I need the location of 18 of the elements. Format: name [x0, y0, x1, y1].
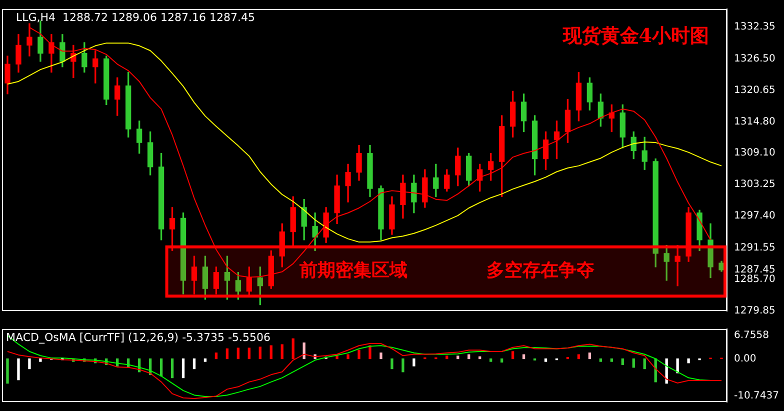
y-tick-label: 1287.45 — [734, 264, 776, 276]
y-tick-label: 1297.40 — [734, 210, 776, 222]
y-tick-label: 1285.70 — [734, 274, 776, 285]
annotation: 前期密集区域 — [298, 260, 408, 282]
y-tick-label: -10.7437 — [734, 390, 779, 402]
y-tick-label: 1279.85 — [734, 306, 776, 317]
chart-subtitle: LLG,H4 1288.72 1289.06 1287.16 1287.45 — [16, 10, 255, 24]
y-tick-label: 1314.80 — [734, 116, 776, 128]
y-tick-label: 1332.35 — [734, 22, 776, 33]
text: 现货黄金4小时图 — [562, 24, 709, 47]
y-tick-label: 1320.65 — [734, 84, 776, 96]
y-tick-label: 1309.10 — [734, 147, 776, 158]
y-tick-label: 6.7558 — [734, 330, 769, 341]
y-tick-label: 1291.55 — [734, 242, 776, 254]
annotation: 多空存在争夺 — [486, 260, 596, 282]
y-tick-label: 1326.50 — [734, 53, 776, 64]
y-tick-label: 1303.25 — [734, 179, 776, 190]
y-tick-label: 0.00 — [734, 353, 756, 364]
